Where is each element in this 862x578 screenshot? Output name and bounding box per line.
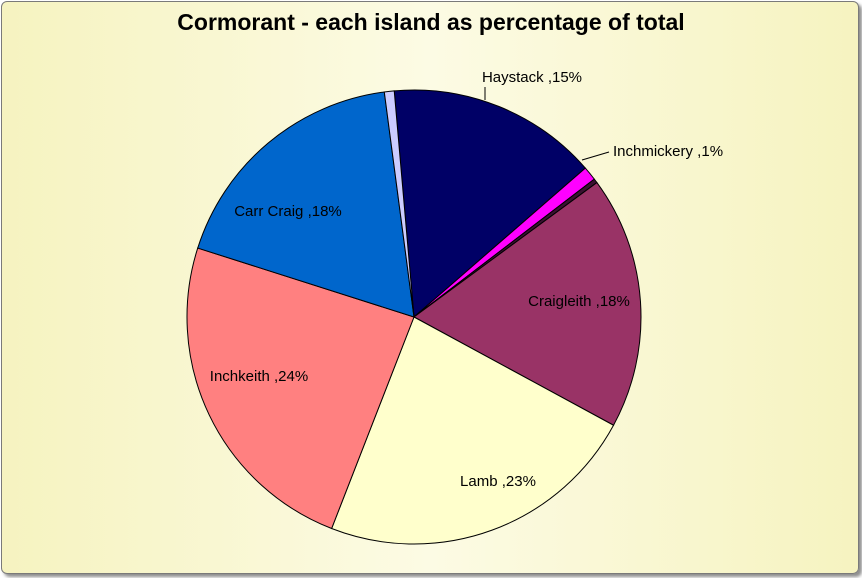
slice-label-haystack: Haystack ,15% (482, 69, 582, 86)
slice-label-inchmickery: Inchmickery ,1% (613, 143, 723, 160)
slice-label-craigleith: Craigleith ,18% (528, 293, 630, 310)
pie-slice-haystack (393, 89, 587, 319)
leader-line-inchmickery (581, 151, 610, 161)
pie-slice-unlabeled-7 (383, 90, 415, 318)
chart-title: Cormorant - each island as percentage of… (177, 9, 685, 35)
slice-label-lamb: Lamb ,23% (460, 473, 536, 490)
pie-slice-carr-craig (197, 91, 415, 318)
slice-label-carr-craig: Carr Craig ,18% (234, 203, 342, 220)
pie-slice-craigleith (413, 181, 642, 426)
pie-slice-inchkeith (186, 247, 415, 530)
pie-slice-lamb (330, 316, 615, 545)
slice-label-inchkeith: Inchkeith ,24% (210, 368, 308, 385)
